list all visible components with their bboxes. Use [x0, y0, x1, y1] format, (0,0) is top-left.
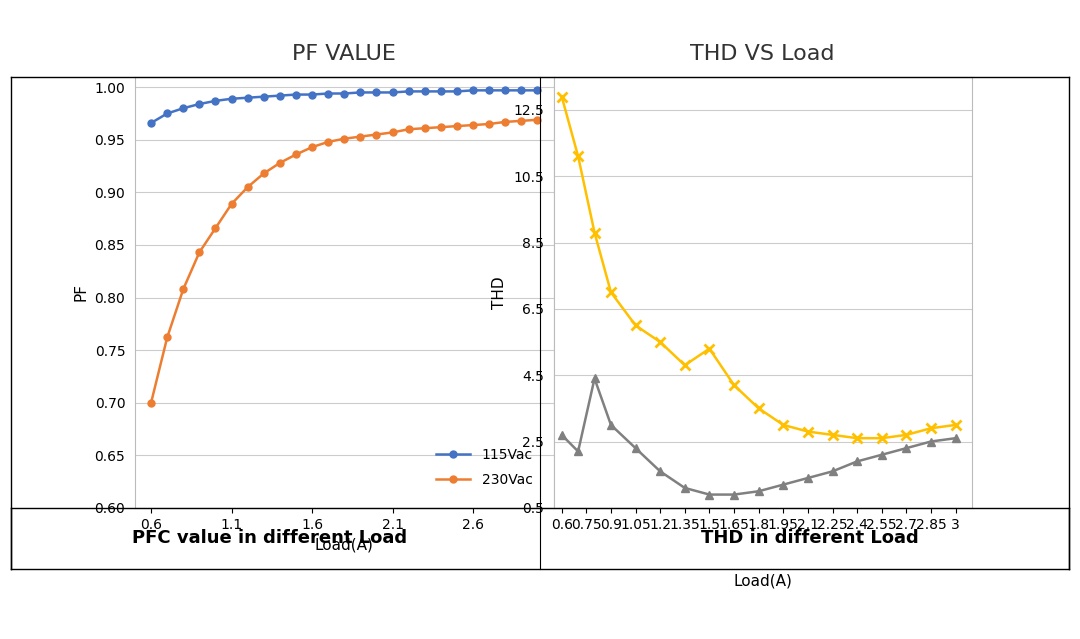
X-axis label: Load(A): Load(A) [733, 573, 793, 589]
230Vac [678, 362, 691, 369]
230Vac [289, 151, 302, 158]
115Vac [257, 93, 270, 100]
230Vac [703, 345, 716, 353]
115Vac [273, 92, 286, 100]
115Vac [949, 435, 962, 442]
115Vac [752, 488, 765, 495]
230Vac [338, 135, 351, 142]
230Vac [900, 431, 913, 439]
115Vac [161, 110, 174, 118]
115Vac [241, 94, 254, 102]
115Vac [531, 86, 544, 94]
115Vac [402, 88, 415, 95]
115Vac [289, 91, 302, 98]
230Vac [370, 131, 383, 139]
230Vac [924, 424, 937, 432]
115Vac [678, 484, 691, 492]
230Vac [241, 183, 254, 191]
115Vac [588, 374, 600, 382]
230Vac [177, 285, 190, 293]
230Vac [418, 125, 431, 132]
115Vac [338, 89, 351, 97]
230Vac [467, 121, 480, 129]
Title: PF VALUE: PF VALUE [293, 44, 396, 64]
115Vac [571, 448, 584, 456]
115Vac [483, 86, 496, 94]
Line: 230Vac: 230Vac [148, 116, 541, 406]
115Vac [555, 431, 568, 439]
Y-axis label: PF: PF [73, 283, 89, 301]
230Vac [257, 169, 270, 177]
230Vac [225, 200, 238, 208]
230Vac [434, 123, 447, 131]
230Vac [145, 399, 158, 406]
Line: 230Vac: 230Vac [557, 92, 960, 443]
230Vac [777, 421, 789, 429]
Title: THD VS Load: THD VS Load [690, 44, 835, 64]
230Vac [571, 153, 584, 160]
115Vac [801, 474, 814, 482]
230Vac [875, 435, 888, 442]
115Vac [515, 86, 528, 94]
230Vac [531, 116, 544, 123]
115Vac [177, 104, 190, 112]
Line: 115Vac: 115Vac [557, 374, 960, 499]
230Vac [653, 338, 666, 346]
230Vac [605, 288, 618, 296]
230Vac [728, 381, 741, 389]
Line: 115Vac: 115Vac [148, 87, 541, 127]
230Vac [402, 125, 415, 133]
115Vac [605, 421, 618, 429]
115Vac [875, 451, 888, 459]
230Vac [555, 93, 568, 100]
115Vac [499, 86, 512, 94]
230Vac [306, 143, 319, 151]
115Vac [354, 89, 367, 96]
115Vac [434, 88, 447, 95]
115Vac [418, 88, 431, 95]
115Vac [653, 468, 666, 475]
230Vac [193, 249, 206, 256]
Y-axis label: THD: THD [492, 276, 508, 309]
115Vac [145, 119, 158, 127]
115Vac [467, 86, 480, 94]
115Vac [629, 444, 642, 452]
115Vac [370, 89, 383, 96]
115Vac [225, 95, 238, 103]
230Vac [949, 421, 962, 429]
115Vac [703, 491, 716, 498]
115Vac [193, 100, 206, 108]
115Vac [924, 438, 937, 445]
115Vac [386, 89, 399, 96]
Legend: 115Vac, 230Vac: 115Vac, 230Vac [430, 442, 538, 492]
X-axis label: Load(A): Load(A) [314, 537, 374, 552]
115Vac [306, 91, 319, 98]
Text: THD in different Load: THD in different Load [701, 529, 919, 547]
230Vac [851, 435, 864, 442]
230Vac [499, 118, 512, 126]
230Vac [386, 128, 399, 136]
230Vac [161, 334, 174, 341]
115Vac [728, 491, 741, 498]
115Vac [322, 89, 335, 97]
Text: PFC value in different Load: PFC value in different Load [133, 529, 407, 547]
230Vac [210, 224, 222, 232]
230Vac [801, 427, 814, 435]
230Vac [629, 321, 642, 329]
230Vac [322, 138, 335, 146]
230Vac [354, 133, 367, 141]
115Vac [450, 88, 463, 95]
230Vac [826, 431, 839, 439]
230Vac [483, 120, 496, 128]
115Vac [900, 444, 913, 452]
230Vac [515, 117, 528, 125]
230Vac [752, 404, 765, 412]
115Vac [826, 468, 839, 475]
230Vac [588, 229, 600, 236]
115Vac [851, 458, 864, 465]
115Vac [210, 97, 222, 105]
115Vac [777, 481, 789, 488]
230Vac [450, 122, 463, 130]
230Vac [273, 159, 286, 167]
